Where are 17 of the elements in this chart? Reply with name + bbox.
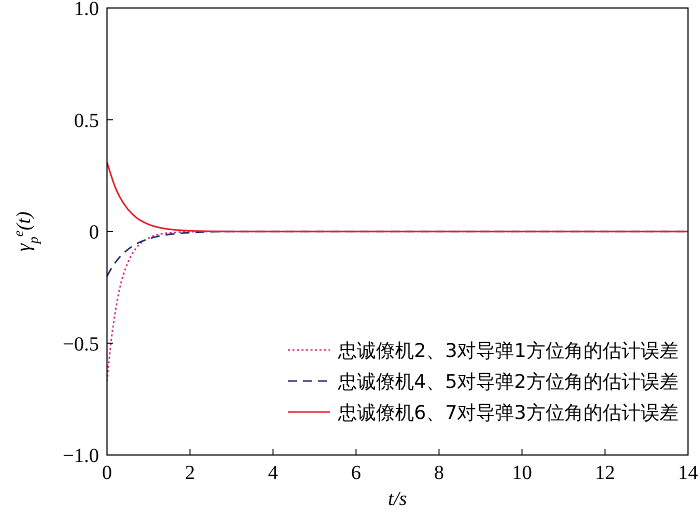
y-tick-label: 0 bbox=[89, 222, 99, 244]
x-tick-label: 8 bbox=[434, 462, 444, 484]
x-tick-label: 4 bbox=[268, 462, 278, 484]
x-tick-label: 6 bbox=[351, 462, 361, 484]
line-series bbox=[107, 161, 688, 232]
y-tick-label: 0.5 bbox=[74, 110, 99, 132]
x-tick-label: 2 bbox=[185, 462, 195, 484]
legend-label: 忠诚僚机2、3对导弹1方位角的估计误差 bbox=[337, 340, 678, 362]
y-tick-label: −1.0 bbox=[62, 445, 99, 467]
y-tick-label: 1.0 bbox=[74, 0, 99, 20]
y-tick-label: −0.5 bbox=[62, 333, 99, 356]
x-axis-title: t/s bbox=[388, 488, 408, 510]
x-tick-label: 10 bbox=[512, 462, 532, 484]
x-tick-label: 12 bbox=[595, 462, 615, 484]
legend-label: 忠诚僚机4、5对导弹2方位角的估计误差 bbox=[337, 371, 678, 393]
x-tick-label: 14 bbox=[678, 462, 698, 484]
legend-label: 忠诚僚机6、7对导弹3方位角的估计误差 bbox=[337, 402, 678, 424]
